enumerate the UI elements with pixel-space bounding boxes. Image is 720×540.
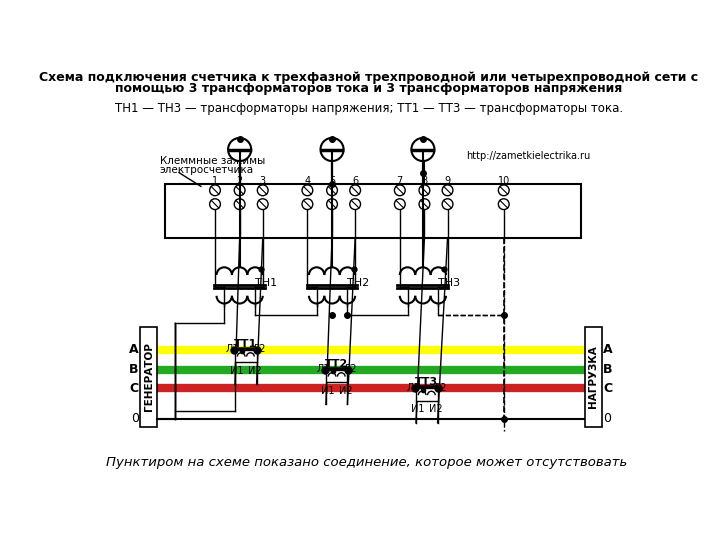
Text: 3: 3 <box>260 177 266 186</box>
Circle shape <box>442 199 453 210</box>
Text: С: С <box>130 382 139 395</box>
Circle shape <box>210 185 220 195</box>
Circle shape <box>302 185 312 195</box>
Circle shape <box>302 199 312 210</box>
Circle shape <box>498 199 509 210</box>
Circle shape <box>350 185 361 195</box>
Circle shape <box>234 199 245 210</box>
Circle shape <box>257 199 268 210</box>
Text: И1: И1 <box>410 404 424 414</box>
Bar <box>165 184 581 238</box>
Text: Л1: Л1 <box>406 383 420 393</box>
Text: А: А <box>129 343 139 356</box>
Text: 1: 1 <box>212 177 218 186</box>
Text: В: В <box>130 363 139 376</box>
Circle shape <box>498 185 509 195</box>
Text: электросчетчика: электросчетчика <box>160 165 253 175</box>
Text: ТН2: ТН2 <box>348 278 369 288</box>
Text: Л1: Л1 <box>225 345 238 354</box>
Text: НАГРУЗКА: НАГРУЗКА <box>588 345 598 408</box>
Circle shape <box>228 138 251 161</box>
Text: И2: И2 <box>339 386 353 396</box>
Circle shape <box>419 185 430 195</box>
Text: http://zametkielectrika.ru: http://zametkielectrika.ru <box>467 151 590 161</box>
Circle shape <box>395 185 405 195</box>
Text: 10: 10 <box>498 177 510 186</box>
Bar <box>326 370 348 382</box>
Circle shape <box>411 138 434 161</box>
Text: Пунктиром на схеме показано соединение, которое может отсутствовать: Пунктиром на схеме показано соединение, … <box>106 456 627 469</box>
Text: В: В <box>603 363 613 376</box>
Circle shape <box>395 199 405 210</box>
Text: Схема подключения счетчика к трехфазной трехпроводной или четырехпроводной сети : Схема подключения счетчика к трехфазной … <box>40 71 698 84</box>
Circle shape <box>327 199 338 210</box>
Text: Л1: Л1 <box>316 364 330 374</box>
Text: Клеммные зажимы: Клеммные зажимы <box>160 156 265 166</box>
Circle shape <box>234 185 245 195</box>
Text: 8: 8 <box>421 177 428 186</box>
Text: 4: 4 <box>305 177 310 186</box>
Text: И2: И2 <box>429 404 443 414</box>
Text: 9: 9 <box>444 177 451 186</box>
Text: ГЕНЕРАТОР: ГЕНЕРАТОР <box>144 342 154 411</box>
Text: 7: 7 <box>397 177 403 186</box>
Text: 0: 0 <box>131 413 139 426</box>
Text: И1: И1 <box>320 386 334 396</box>
Text: ТН1: ТН1 <box>255 278 277 288</box>
Text: И1: И1 <box>230 366 243 376</box>
Text: ТТ2: ТТ2 <box>325 359 348 369</box>
Text: А: А <box>603 343 613 356</box>
Bar <box>585 327 601 427</box>
Circle shape <box>320 138 343 161</box>
Text: Л2: Л2 <box>253 345 266 354</box>
Text: 5: 5 <box>329 177 336 186</box>
Circle shape <box>419 199 430 210</box>
Text: ТТ1: ТТ1 <box>234 339 258 349</box>
Text: ТН3: ТН3 <box>438 278 460 288</box>
Bar <box>416 388 438 401</box>
Circle shape <box>257 185 268 195</box>
Text: помощью 3 трансформаторов тока и 3 трансформаторов напряжения: помощью 3 трансформаторов тока и 3 транс… <box>115 82 623 94</box>
Bar <box>235 350 256 362</box>
Text: 6: 6 <box>352 177 359 186</box>
Circle shape <box>327 185 338 195</box>
Text: 2: 2 <box>236 177 243 186</box>
Circle shape <box>210 199 220 210</box>
Text: Л2: Л2 <box>343 364 357 374</box>
Circle shape <box>442 185 453 195</box>
Text: ТН1 — ТН3 — трансформаторы напряжения; ТТ1 — ТТ3 — трансформаторы тока.: ТН1 — ТН3 — трансформаторы напряжения; Т… <box>115 102 623 115</box>
Text: С: С <box>603 382 612 395</box>
Text: 0: 0 <box>603 413 611 426</box>
Text: И2: И2 <box>248 366 262 376</box>
Text: ТТ3: ТТ3 <box>415 377 438 387</box>
Text: Л2: Л2 <box>434 383 447 393</box>
Bar <box>140 327 157 427</box>
Circle shape <box>350 199 361 210</box>
